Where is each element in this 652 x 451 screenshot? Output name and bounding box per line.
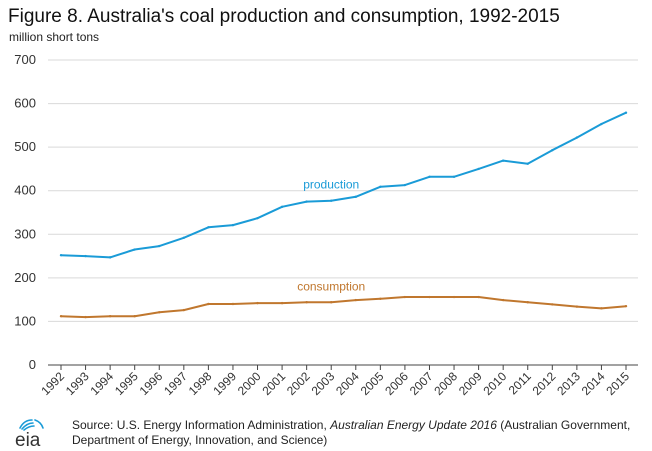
consumption-point	[59, 315, 63, 318]
y-tick-label: 300	[14, 226, 36, 241]
x-tick-label: 1996	[137, 369, 166, 398]
y-tick-label: 200	[14, 270, 36, 285]
x-tick-label: 2000	[235, 369, 264, 398]
consumption-point	[305, 301, 308, 304]
x-tick-label: 2004	[333, 369, 362, 398]
consumption-point	[330, 301, 333, 304]
consumption-point	[108, 315, 112, 318]
footer: eia Source: U.S. Energy Information Admi…	[0, 414, 652, 451]
production-point	[231, 223, 235, 227]
consumption-point	[551, 303, 554, 306]
x-tick-label: 1994	[87, 369, 116, 398]
consumption-point	[501, 298, 505, 302]
series-labels: production consumption	[297, 178, 365, 294]
consumption-line	[60, 296, 627, 319]
x-tick-label: 2001	[259, 369, 288, 398]
consumption-point	[600, 307, 603, 310]
production-point	[59, 254, 63, 257]
x-tick-label: 1997	[161, 369, 190, 398]
y-axis-units: million short tons	[9, 30, 100, 44]
production-point	[624, 111, 628, 114]
y-tick-label: 0	[29, 357, 36, 372]
production-point	[600, 122, 603, 126]
x-tick-label: 2010	[481, 369, 510, 398]
production-point	[354, 195, 357, 199]
series-lines	[59, 111, 628, 319]
y-tick-label: 700	[14, 52, 36, 67]
consumption-point	[575, 305, 579, 308]
x-tick-label: 2012	[530, 369, 559, 398]
consumption-point	[477, 295, 480, 299]
consumption-point	[280, 301, 284, 305]
production-point	[256, 216, 259, 220]
production-point	[477, 167, 480, 171]
production-point	[84, 254, 87, 258]
production-point	[428, 175, 431, 178]
consumption-point	[624, 304, 628, 308]
production-line	[60, 111, 627, 259]
production-point	[280, 205, 284, 209]
production-point	[108, 256, 112, 259]
y-tick-label: 400	[14, 183, 36, 198]
source-suffix: (Australian Government, Department of En…	[72, 418, 631, 447]
x-tick-label: 2003	[309, 369, 338, 398]
production-point	[182, 236, 186, 239]
consumption-point	[207, 302, 210, 306]
consumption-point	[256, 301, 259, 305]
gridlines	[48, 59, 638, 366]
source-publication: Australian Energy Update 2016	[330, 418, 497, 432]
consumption-point	[403, 295, 407, 299]
x-tick-label: 1999	[210, 369, 239, 398]
x-tick-label: 2009	[456, 369, 485, 398]
consumption-point	[452, 295, 456, 299]
x-axis-ticks: 1992199319941995199619971998199920002001…	[38, 365, 632, 398]
production-point	[551, 148, 554, 152]
consumption-series-label: consumption	[297, 279, 365, 293]
production-point	[158, 244, 161, 248]
x-tick-label: 2011	[506, 369, 534, 397]
x-tick-label: 1993	[63, 369, 92, 398]
production-point	[526, 162, 529, 165]
production-point	[330, 199, 333, 202]
x-tick-label: 2014	[579, 369, 608, 398]
source-prefix: Source: U.S. Energy Information Administ…	[72, 418, 331, 432]
x-tick-label: 1992	[38, 369, 67, 398]
y-tick-label: 100	[14, 313, 36, 328]
eia-logo: eia	[15, 419, 44, 450]
x-tick-label: 2008	[431, 369, 460, 398]
consumption-point	[379, 297, 382, 300]
consumption-point	[182, 308, 186, 312]
x-tick-label: 1995	[112, 369, 141, 398]
y-tick-label: 600	[14, 96, 36, 111]
y-tick-label: 500	[14, 139, 36, 154]
x-tick-label: 2005	[358, 369, 387, 398]
production-point	[305, 200, 308, 203]
production-series-label: production	[303, 178, 359, 192]
x-tick-label: 1998	[186, 369, 215, 398]
production-point	[379, 185, 382, 188]
consumption-point	[428, 295, 431, 299]
consumption-point	[354, 298, 357, 302]
x-tick-label: 2002	[284, 369, 313, 398]
production-point	[452, 175, 456, 178]
x-tick-label: 2006	[382, 369, 411, 398]
production-point	[403, 183, 407, 187]
consumption-point	[526, 301, 529, 304]
source-note: Source: U.S. Energy Information Administ…	[72, 418, 642, 448]
production-point	[575, 136, 579, 139]
production-point	[501, 159, 505, 162]
consumption-point	[133, 315, 136, 318]
eia-logo-text: eia	[15, 430, 41, 450]
x-tick-label: 2007	[407, 369, 436, 398]
consumption-point	[231, 302, 235, 306]
production-point	[207, 226, 210, 229]
production-point	[133, 248, 136, 251]
y-axis-ticks: 0 100 200 300 400 500 600 700	[14, 52, 36, 372]
x-tick-label: 2015	[603, 369, 632, 398]
consumption-point	[84, 315, 87, 319]
chart-title: Figure 8. Australia's coal production an…	[8, 6, 560, 27]
x-tick-label: 2013	[554, 369, 583, 398]
consumption-point	[158, 311, 161, 314]
